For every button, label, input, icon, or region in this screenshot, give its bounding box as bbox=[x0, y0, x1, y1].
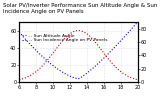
Legend: -- Sun Altitude Angle, -- Sun Incidence Angle on PV Panels: -- Sun Altitude Angle, -- Sun Incidence … bbox=[21, 33, 108, 43]
Text: Solar PV/Inverter Performance Sun Altitude Angle & Sun Incidence Angle on PV Pan: Solar PV/Inverter Performance Sun Altitu… bbox=[3, 3, 158, 14]
